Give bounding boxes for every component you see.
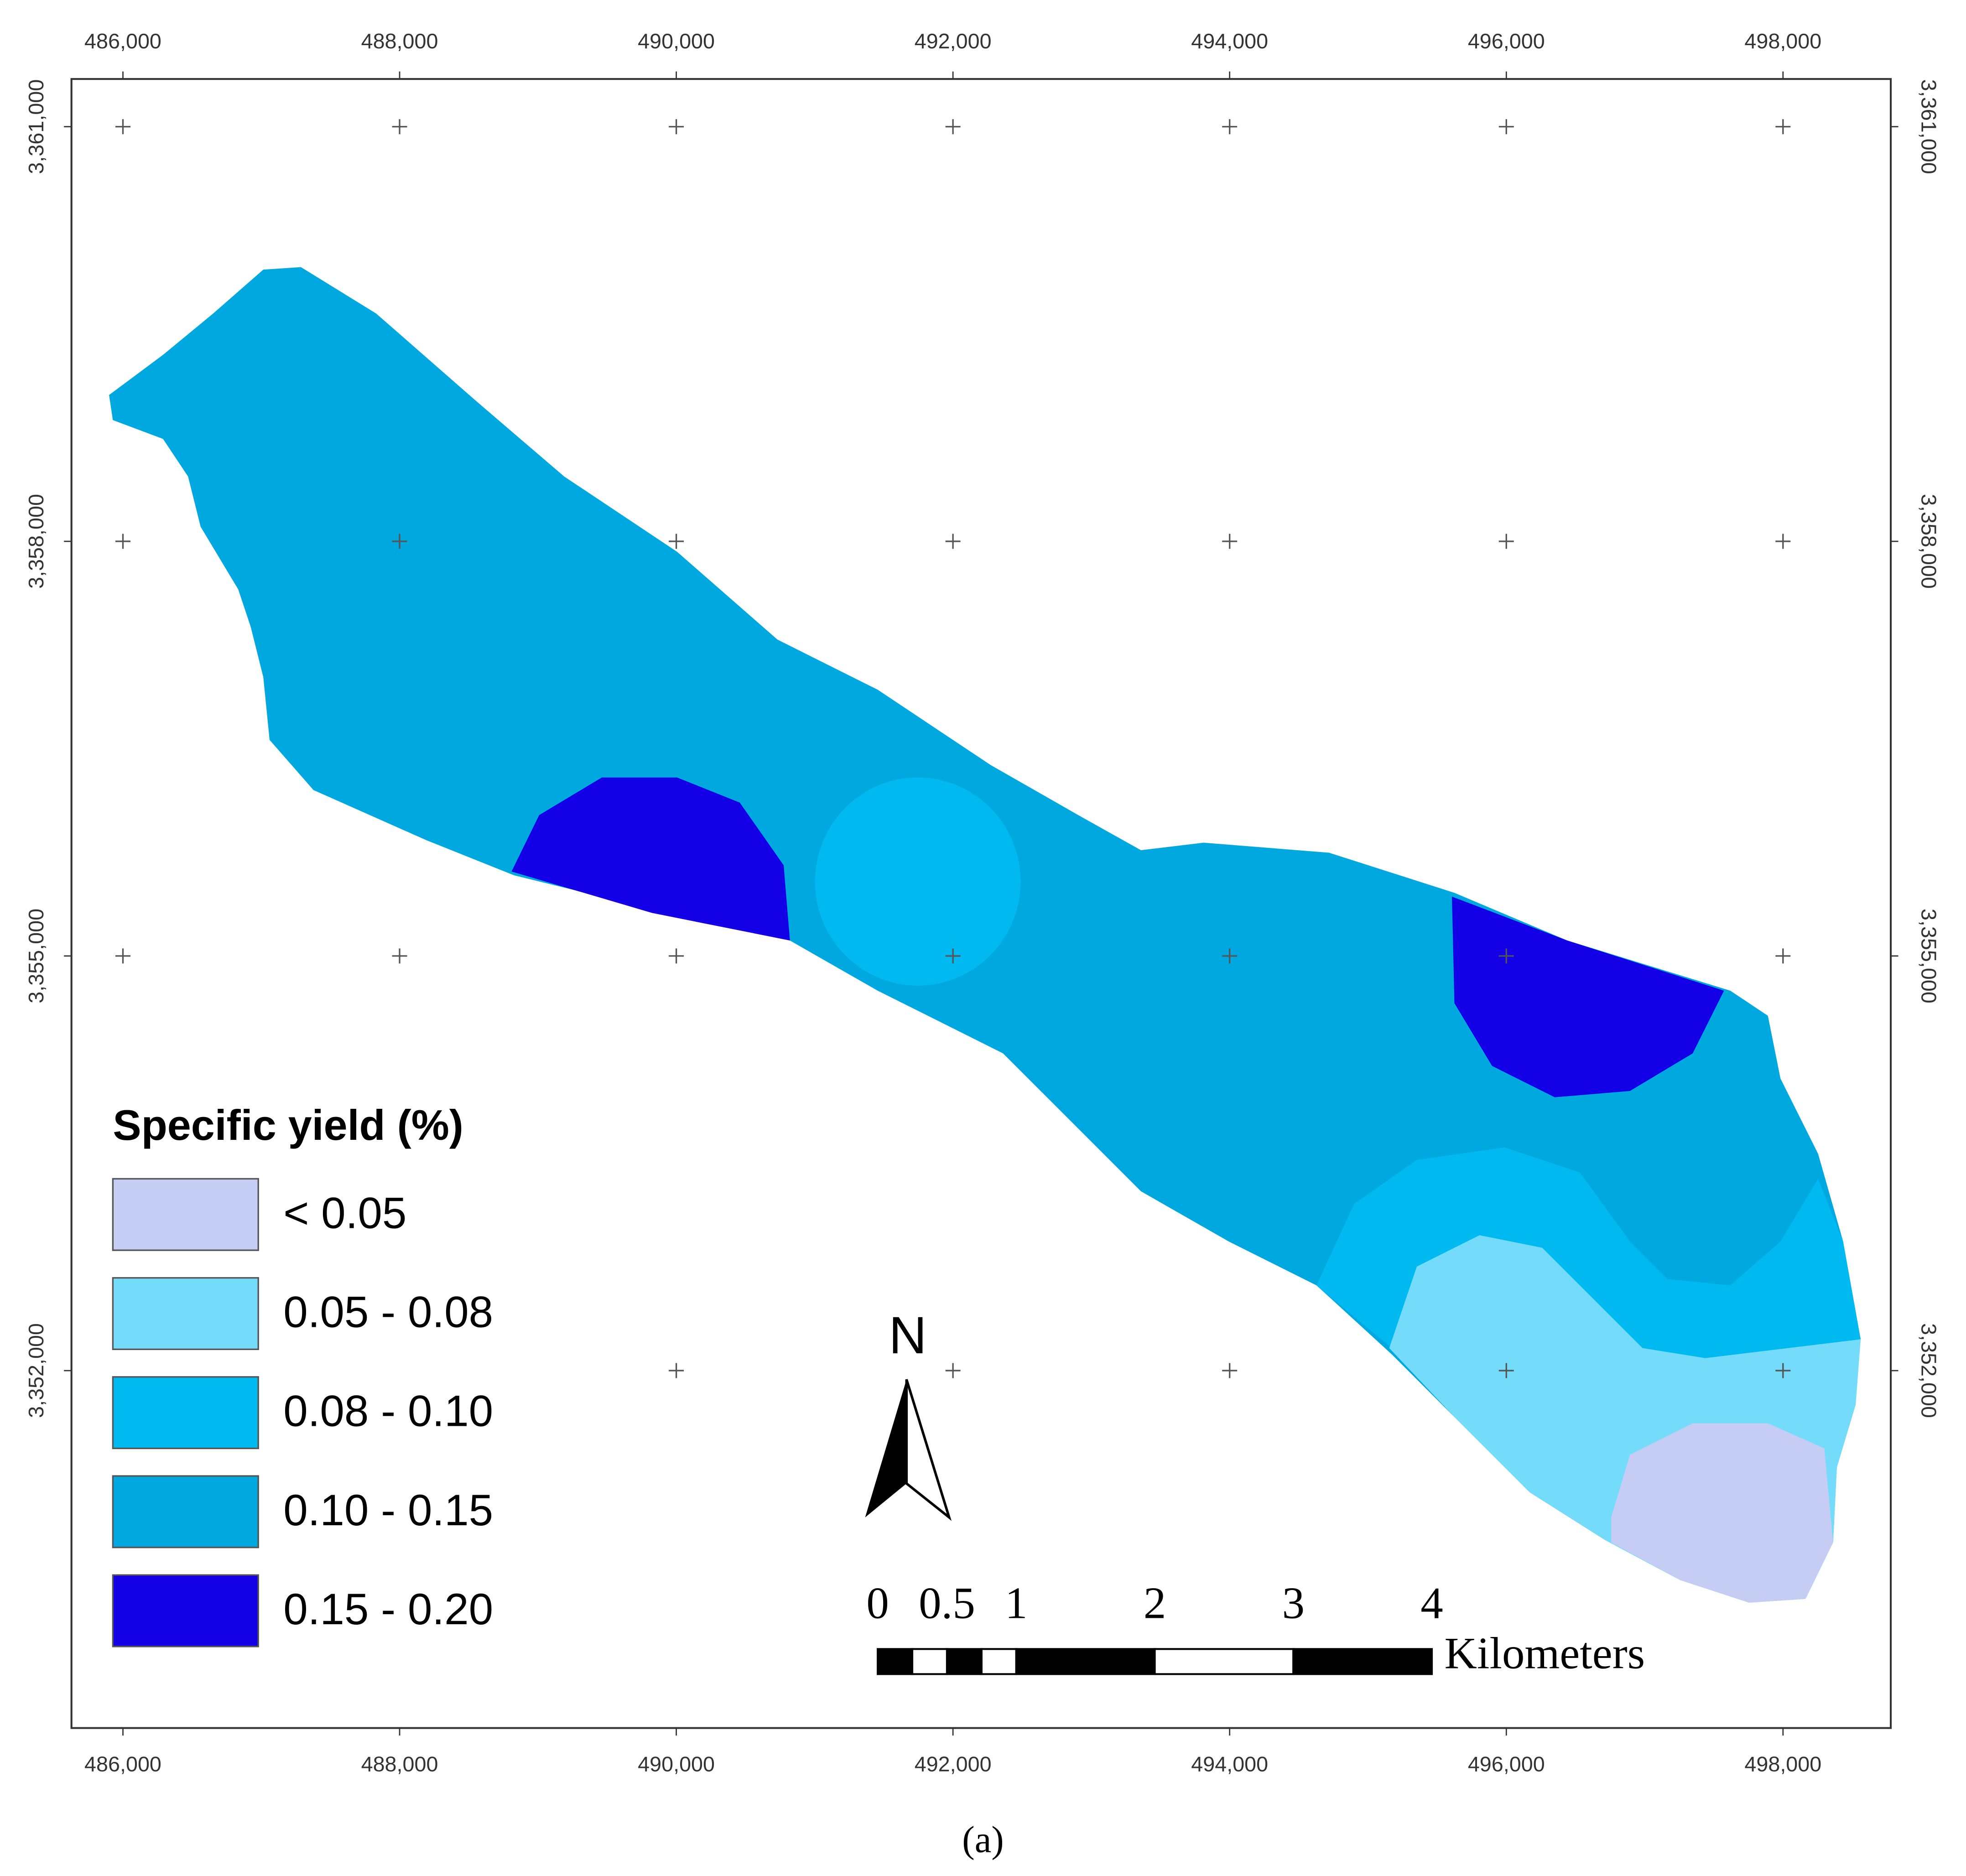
scale-segment (1154, 1648, 1295, 1675)
scale-bar: Kilometers 0 0.5 1 2 3 4 (866, 1578, 1645, 1678)
caption: (a) (962, 1819, 1004, 1860)
scale-unit: Kilometers (1445, 1628, 1645, 1678)
scale-segment (1015, 1648, 1156, 1675)
arrow-right (905, 1379, 952, 1521)
zone (815, 777, 1021, 986)
zone (1611, 1423, 1833, 1603)
legend-swatch (112, 1376, 259, 1450)
map-frame (70, 78, 1892, 1729)
legend-label: 0.08 - 0.10 (283, 1387, 493, 1436)
x-tick-label: 490,000 (638, 1752, 715, 1776)
axes: 486,000 486,000 488,000 488,000 490,000 490,0… (24, 29, 1941, 1776)
x-tick-label: 492,000 (915, 1752, 992, 1776)
legend-label: 0.10 - 0.15 (283, 1486, 493, 1535)
legend-label: 0.15 - 0.20 (283, 1585, 493, 1634)
scale-label: 0.5 (919, 1578, 975, 1628)
x-tick-label: 494,000 (1191, 29, 1268, 53)
scale-segment (980, 1648, 1017, 1675)
scale-label: 4 (1420, 1578, 1443, 1628)
y-tick-label: 3,355,000 (1917, 909, 1940, 1003)
zone (511, 777, 790, 941)
legend-swatch (112, 1277, 259, 1350)
y-tick-label: 3,352,000 (24, 1323, 48, 1418)
y-tick-label: 3,355,000 (24, 909, 48, 1003)
legend-swatch (112, 1574, 259, 1647)
zones (109, 267, 1861, 1603)
x-tick-label: 486,000 (84, 29, 161, 53)
y-tick-label: 3,358,000 (1917, 494, 1940, 589)
arrow-left (865, 1379, 907, 1517)
scale-segment (1292, 1648, 1433, 1675)
legend-label: < 0.05 (283, 1189, 406, 1237)
x-tick-label: 488,000 (361, 29, 438, 53)
x-tick-label: 486,000 (84, 1752, 161, 1776)
x-tick-label: 494,000 (1191, 1752, 1268, 1776)
legend-label: 0.05 - 0.08 (283, 1288, 493, 1336)
x-tick-label: 498,000 (1744, 29, 1821, 53)
x-tick-label: 498,000 (1744, 1752, 1821, 1776)
north-arrow: N (865, 1306, 952, 1521)
scale-label: 3 (1282, 1578, 1305, 1628)
y-tick-label: 3,361,000 (1917, 79, 1940, 174)
scale-label: 0 (866, 1578, 889, 1628)
scale-label: 2 (1144, 1578, 1166, 1628)
north-label: N (889, 1306, 926, 1365)
x-tick-label: 488,000 (361, 1752, 438, 1776)
scale-segment (911, 1648, 948, 1675)
y-tick-label: 3,361,000 (24, 79, 48, 174)
y-tick-label: 3,358,000 (24, 494, 48, 589)
y-tick-label: 3,352,000 (1917, 1323, 1940, 1418)
legend-title: Specific yield (%) (113, 1101, 463, 1149)
x-tick-label: 496,000 (1468, 1752, 1545, 1776)
grid-crosses (115, 119, 1791, 1378)
x-tick-label: 490,000 (638, 29, 715, 53)
legend-swatch (112, 1475, 259, 1549)
scale-segment (877, 1648, 914, 1675)
scale-label: 1 (1005, 1578, 1027, 1628)
legend-swatch (112, 1178, 259, 1251)
x-tick-label: 496,000 (1468, 29, 1545, 53)
legend: Specific yield (%) < 0.05 0.05 - 0.08 0.08… (78, 1101, 554, 1712)
x-tick-label: 492,000 (915, 29, 992, 53)
zone (1452, 896, 1724, 1097)
scale-segment (946, 1648, 983, 1675)
